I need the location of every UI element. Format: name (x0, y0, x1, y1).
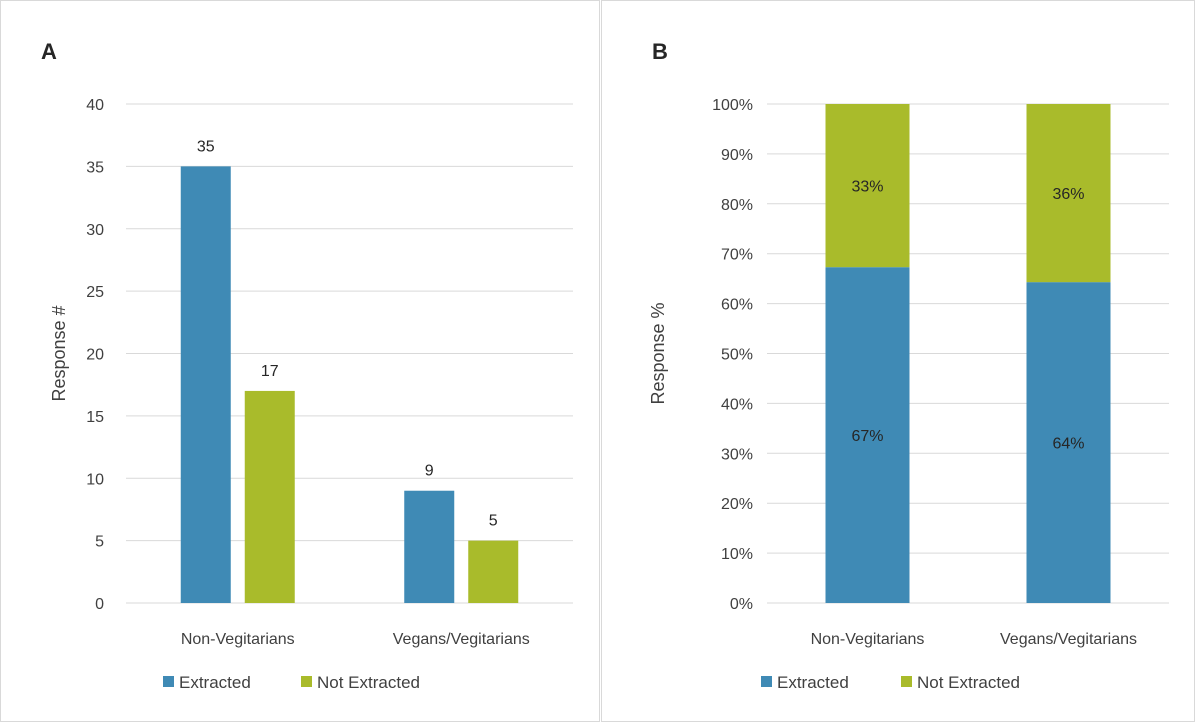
chart-a-y-tick-label: 20 (86, 347, 104, 364)
chart-a-bar-not-extracted (468, 540, 519, 603)
chart-b-y-tick-label: 80% (721, 197, 753, 214)
chart-b-y-axis-title: Response % (648, 302, 668, 404)
chart-a-bar-not-extracted (244, 390, 295, 603)
chart-b-bar-extracted (825, 267, 910, 603)
chart-b-y-tick-label: 20% (721, 496, 753, 513)
chart-a-y-tick-label: 15 (86, 409, 104, 426)
chart-b-y-tick-label: 30% (721, 446, 753, 463)
chart-a-y-tick-label: 40 (86, 97, 104, 114)
chart-a-legend-label-not-extracted: Not Extracted (317, 673, 420, 692)
chart-b-data-label: 64% (1052, 436, 1084, 453)
chart-a-legend-label-extracted: Extracted (179, 673, 251, 692)
chart-a-data-label: 35 (197, 138, 215, 155)
chart-b-y-tick-label: 10% (721, 546, 753, 563)
chart-b-data-label: 33% (851, 179, 883, 196)
chart-b-data-label: 36% (1052, 186, 1084, 203)
chart-b-legend-label-extracted: Extracted (777, 673, 849, 692)
chart-a-category-label: Non-Vegitarians (181, 631, 295, 648)
chart-a-bar-extracted (180, 166, 231, 603)
chart-a-legend-swatch-not-extracted (301, 676, 312, 687)
chart-a-y-tick-label: 35 (86, 159, 104, 176)
chart-b-category-label: Vegans/Vegitarians (1000, 631, 1137, 648)
chart-panel-a: A 0 5 10 15 20 25 30 35 40 Response # Non-Vegitaria… (0, 0, 600, 722)
chart-a-y-axis-title: Response # (49, 305, 69, 401)
chart-b-panel-letter: B (652, 39, 668, 64)
chart-b-y-tick-label: 0% (730, 596, 753, 613)
chart-b-legend-label-not-extracted: Not Extracted (917, 673, 1020, 692)
chart-b-y-tick-label: 100% (712, 97, 753, 114)
chart-a-panel-letter: A (41, 39, 57, 64)
chart-b-legend-swatch-not-extracted (901, 676, 912, 687)
chart-a-y-tick-label: 0 (95, 596, 104, 613)
chart-b-svg: B 0% 10% 20% 30% 40% 50% 60% 70% 80% 90% 100% Respon… (648, 39, 1169, 692)
chart-b-bar-not-extracted (1026, 104, 1111, 283)
chart-a-bar-extracted (404, 490, 455, 603)
chart-b-y-tick-label: 70% (721, 247, 753, 264)
chart-b-data-label: 67% (851, 428, 883, 445)
chart-a-y-tick-label: 30 (86, 222, 104, 239)
chart-a-y-tick-label: 25 (86, 284, 104, 301)
chart-a-category-label: Vegans/Vegitarians (393, 631, 530, 648)
chart-a-y-tick-label: 5 (95, 534, 104, 551)
chart-a-y-tick-label: 10 (86, 471, 104, 488)
chart-b-legend-swatch-extracted (761, 676, 772, 687)
chart-b-category-label: Non-Vegitarians (811, 631, 925, 648)
chart-a-data-label: 5 (489, 513, 498, 530)
chart-b-bar-not-extracted (825, 104, 910, 268)
chart-a-svg: A 0 5 10 15 20 25 30 35 40 Response # Non-Vegitaria… (41, 39, 573, 692)
chart-b-bar-extracted (1026, 282, 1111, 603)
chart-a-data-label: 17 (261, 363, 279, 380)
chart-b-y-tick-label: 40% (721, 396, 753, 413)
chart-a-legend-swatch-extracted (163, 676, 174, 687)
chart-a-data-label: 9 (425, 463, 434, 480)
chart-b-y-tick-label: 60% (721, 297, 753, 314)
chart-panel-b: B 0% 10% 20% 30% 40% 50% 60% 70% 80% 90% 100% Respon… (601, 0, 1195, 722)
chart-b-y-tick-label: 90% (721, 147, 753, 164)
chart-b-y-tick-label: 50% (721, 347, 753, 364)
